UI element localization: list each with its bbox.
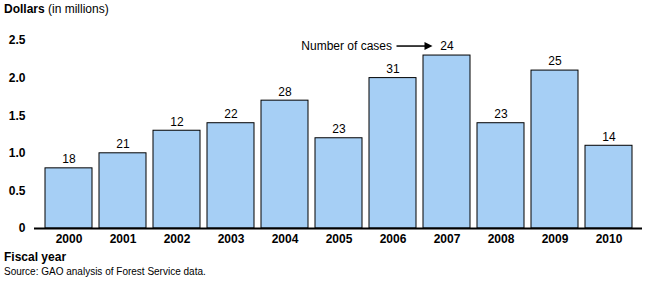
html-text:Dollars (in millions): Dollars (in millions) (4, 2, 109, 16)
svg-text:2007: 2007 (434, 232, 461, 246)
svg-text:1.0: 1.0 (9, 146, 26, 160)
svg-text:1.5: 1.5 (9, 109, 26, 123)
svg-text:2000: 2000 (56, 232, 83, 246)
html-text:Source: GAO analysis of Forest: Source: GAO analysis of Forest Service d… (4, 266, 206, 277)
svg-text:2.0: 2.0 (9, 71, 26, 85)
html-text:Fiscal year: Fiscal year (4, 250, 66, 264)
svg-text:0: 0 (19, 221, 26, 235)
svg-text:2.5: 2.5 (9, 33, 26, 47)
svg-text:2005: 2005 (326, 232, 353, 246)
svg-text:2003: 2003 (218, 232, 245, 246)
svg-text:23: 23 (332, 122, 346, 136)
svg-text:22: 22 (224, 107, 238, 121)
svg-text:25: 25 (548, 54, 562, 68)
svg-text:2009: 2009 (542, 232, 569, 246)
svg-text:21: 21 (116, 137, 130, 151)
svg-text:18: 18 (62, 152, 76, 166)
svg-text:14: 14 (602, 130, 616, 144)
svg-text:Number of cases: Number of cases (301, 39, 392, 53)
svg-text:2004: 2004 (272, 232, 299, 246)
svg-text:2002: 2002 (164, 232, 191, 246)
svg-text:23: 23 (494, 107, 508, 121)
svg-text:12: 12 (170, 115, 184, 129)
svg-text:24: 24 (440, 39, 454, 53)
svg-text:2010: 2010 (596, 232, 623, 246)
svg-text:31: 31 (386, 62, 400, 76)
svg-text:0.5: 0.5 (9, 184, 26, 198)
svg-text:2001: 2001 (110, 232, 137, 246)
svg-text:28: 28 (278, 85, 292, 99)
svg-text:2008: 2008 (488, 232, 515, 246)
svg-text:2006: 2006 (380, 232, 407, 246)
